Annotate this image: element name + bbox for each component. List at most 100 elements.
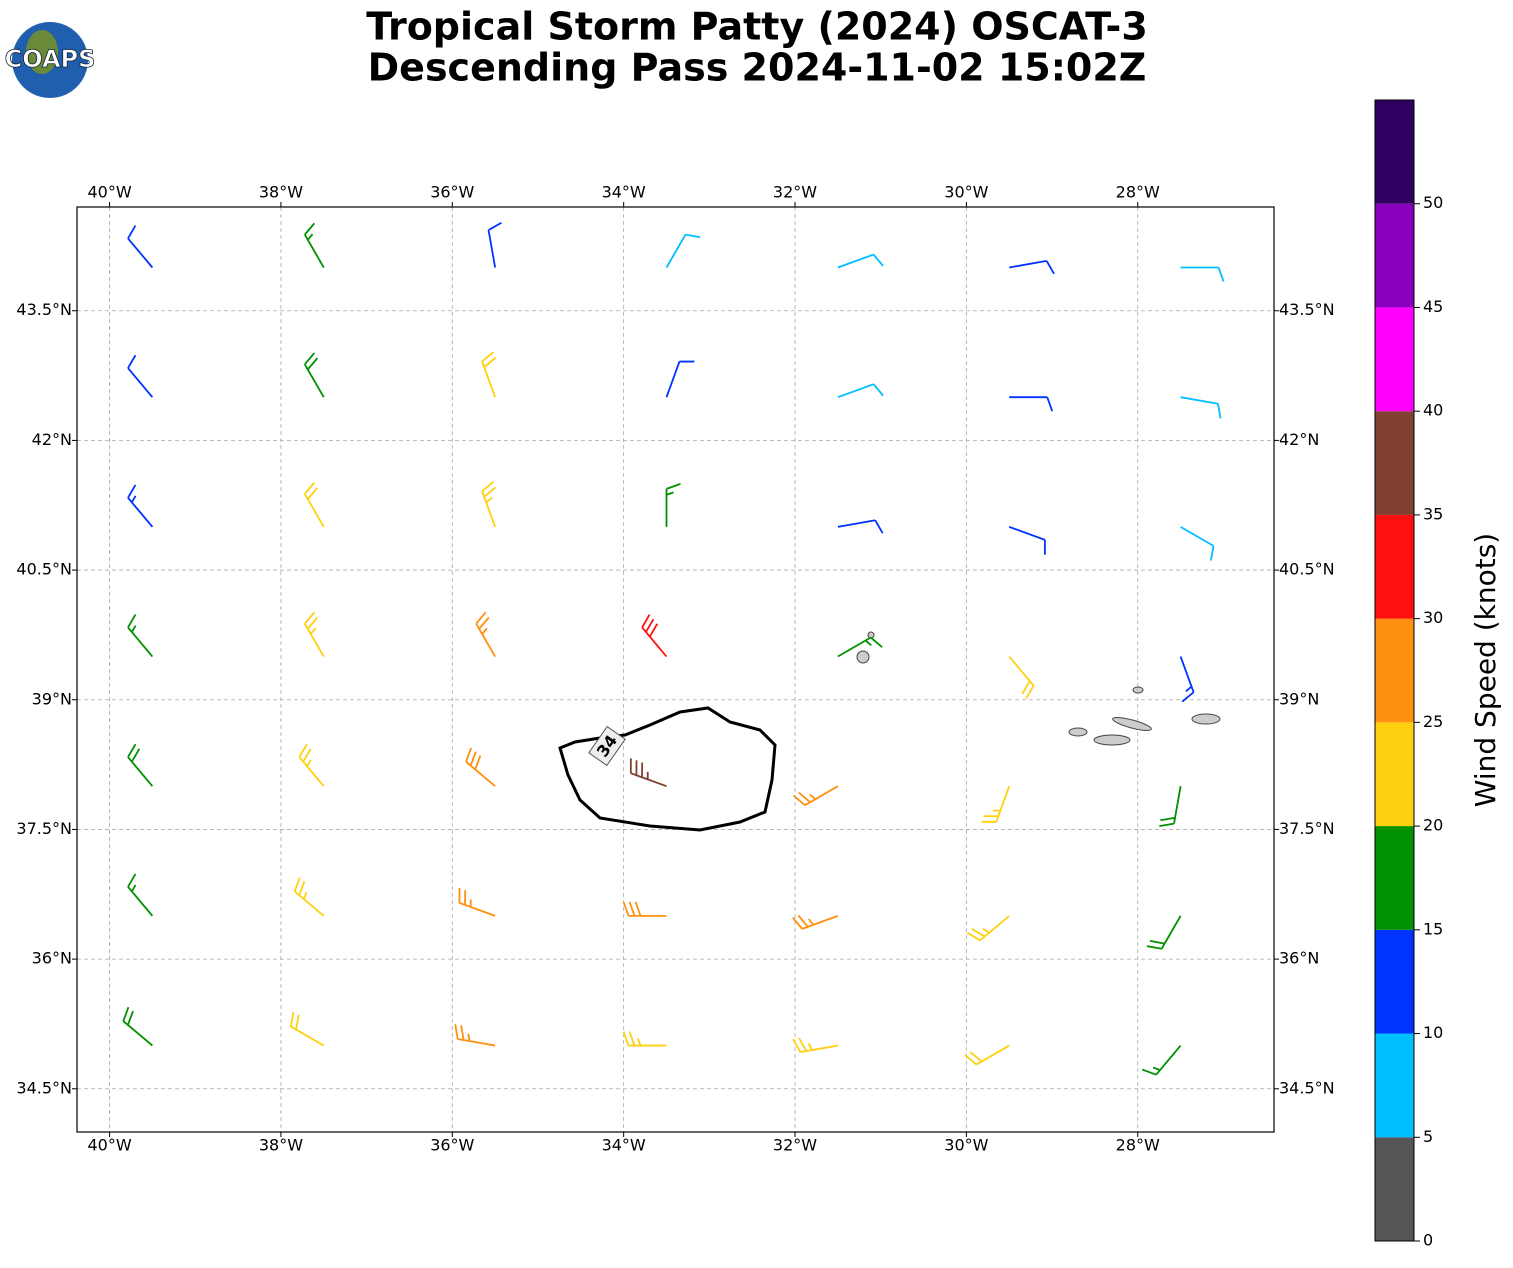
wind-barb: [837, 519, 884, 534]
island: [856, 650, 870, 664]
x-tick-label: 34°W: [602, 1136, 646, 1155]
x-tick-label: 36°W: [430, 183, 474, 202]
y-tick-label: 42°N: [1279, 430, 1319, 449]
x-tick-label: 32°W: [773, 183, 817, 202]
wind-barb: [837, 636, 883, 658]
x-tick-label: 36°W: [430, 1136, 474, 1155]
wind-barb: [1180, 266, 1225, 282]
wind-barb: [966, 915, 1010, 942]
colorbar-segment: [1375, 618, 1414, 723]
wind-barb: [981, 785, 1011, 823]
colorbar-tick-label: 30: [1423, 608, 1443, 627]
wind-barb: [1146, 915, 1182, 950]
colorbar-tick-label: 40: [1423, 401, 1443, 420]
x-tick-label: 34°W: [602, 183, 646, 202]
wind-barb: [127, 873, 154, 917]
chart-title: Descending Pass 2024-11-02 15:02Z: [368, 46, 1147, 90]
wind-barb: [481, 351, 497, 398]
wind-barb: [127, 225, 154, 269]
y-tick-label: 39°N: [32, 689, 72, 708]
wind-barb: [641, 614, 668, 658]
wind-barb: [629, 758, 667, 788]
barbs: [122, 221, 1225, 1076]
colorbar-segment: [1375, 100, 1414, 204]
wind-barb: [837, 383, 884, 399]
wind-barb: [293, 877, 325, 917]
colorbar-tick-label: 0: [1423, 1231, 1433, 1250]
plot-frame: [76, 206, 1275, 1133]
x-tick-label: 30°W: [944, 183, 988, 202]
chart-title: Tropical Storm Patty (2024) OSCAT-3: [366, 5, 1148, 49]
colorbar-segment: [1375, 1137, 1414, 1241]
colorbar-segment: [1375, 1033, 1414, 1138]
x-tick-label: 30°W: [944, 1136, 988, 1155]
x-tick-label: 28°W: [1116, 1136, 1160, 1155]
island: [867, 631, 875, 639]
wind-barb: [1179, 656, 1195, 703]
wind-barb: [1180, 396, 1222, 419]
wind-barb: [1009, 396, 1054, 412]
logo-text: COAPS: [5, 45, 96, 73]
wind-barb: [487, 221, 502, 268]
wind-barb: [1009, 260, 1055, 275]
wind-barb: [465, 747, 496, 787]
y-tick-label: 42°N: [32, 430, 72, 449]
wind-barb: [622, 901, 667, 917]
wind-barb: [1141, 1044, 1182, 1076]
colorbar-segment: [1375, 203, 1414, 308]
colorbar-tick-label: 25: [1423, 712, 1443, 731]
colorbar-segment: [1375, 929, 1414, 1034]
x-tick-label: 38°W: [259, 183, 303, 202]
x-tick-label: 32°W: [773, 1136, 817, 1155]
wind-barb: [127, 614, 154, 658]
wind-barb: [793, 785, 839, 806]
colorbar-segment: [1375, 411, 1414, 515]
colorbar-tick-label: 20: [1423, 816, 1443, 835]
x-tick-label: 28°W: [1116, 183, 1160, 202]
wind-barb: [1159, 786, 1182, 828]
y-tick-label: 36°N: [1279, 949, 1319, 968]
wind-barb: [1008, 655, 1035, 699]
wind-barb: [1180, 526, 1215, 561]
colorbar-tick-label: 50: [1423, 193, 1443, 212]
grid: [77, 207, 1274, 1132]
colorbar: 0 5 10 15 20 25 30 35 40 45 50: [1374, 99, 1443, 1250]
wind-barb: [303, 352, 325, 398]
wind-barb: [475, 611, 496, 657]
colorbar-tick-label: 5: [1423, 1127, 1433, 1146]
wind-barb: [665, 483, 681, 527]
wind-barb: [481, 480, 497, 528]
wind-barb: [458, 888, 496, 917]
wind-barb: [622, 1031, 667, 1047]
wind-barb: [127, 484, 154, 528]
y-tick-label: 43.5°N: [1279, 300, 1335, 319]
y-tick-label: 40.5°N: [1279, 560, 1335, 579]
wind-barb: [127, 354, 154, 398]
colorbar-tick-label: 45: [1423, 297, 1443, 316]
y-tick-label: 36°N: [32, 949, 72, 968]
colorbar-tick-label: 15: [1423, 919, 1443, 938]
wind-barb: [964, 1044, 1010, 1066]
colorbar-segment: [1375, 307, 1414, 412]
wind-barb: [792, 1037, 839, 1054]
x-tick-label: 40°W: [87, 1136, 131, 1155]
colorbar-tick-label: 35: [1423, 504, 1443, 523]
wind-barb: [127, 743, 154, 787]
colorbar-segment: [1375, 722, 1414, 827]
logo-land: [26, 30, 58, 74]
contour-label-bg: [588, 725, 626, 767]
x-tick-label: 38°W: [259, 1136, 303, 1155]
island: [1112, 717, 1152, 731]
colorbar-segment: [1375, 826, 1414, 930]
x-tick-label: 40°W: [87, 183, 131, 202]
wind-barb: [303, 611, 325, 657]
wind-barb: [665, 233, 701, 268]
islands: [856, 631, 1221, 746]
wind-barb: [289, 1011, 325, 1047]
island: [1191, 713, 1221, 725]
y-tick-label: 39°N: [1279, 689, 1319, 708]
y-tick-label: 34.5°N: [16, 1078, 72, 1097]
wind-barb: [303, 222, 325, 268]
y-tick-label: 40.5°N: [16, 560, 72, 579]
